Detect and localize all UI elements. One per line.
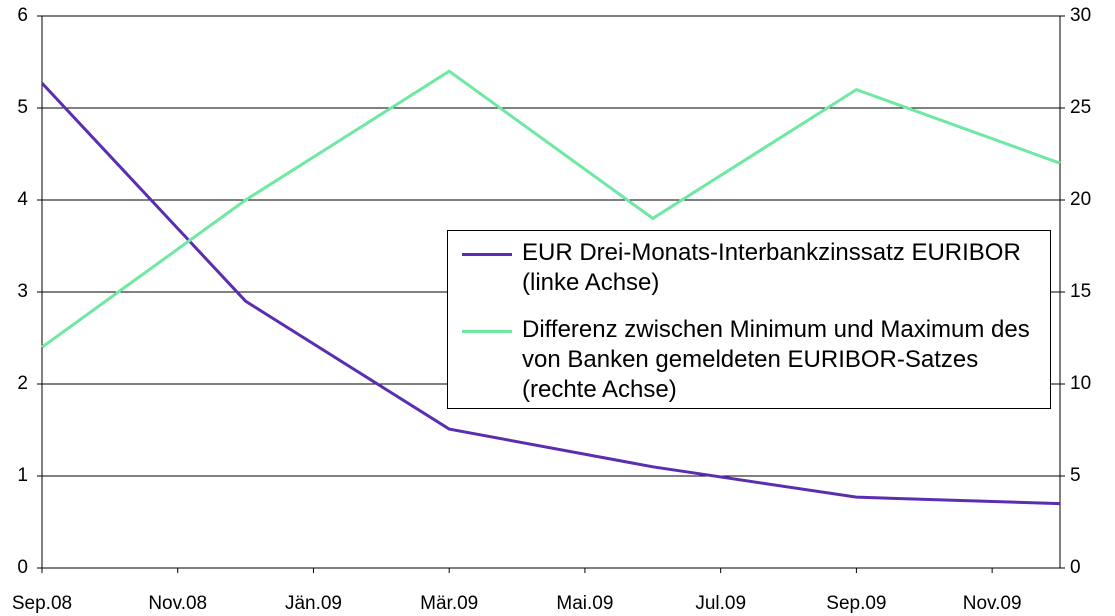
y2-tick-label: 20 bbox=[1070, 189, 1091, 210]
x-tick-label: Sep.09 bbox=[826, 593, 886, 614]
legend: EUR Drei-Monats-Interbankzinssatz EURIBO… bbox=[447, 230, 1051, 409]
y2-tick-label: 30 bbox=[1070, 5, 1091, 26]
legend-label: Differenz zwischen Minimum und Maximum d… bbox=[522, 316, 1030, 403]
series-line bbox=[41, 69, 1061, 349]
y2-tick-label: 10 bbox=[1070, 373, 1091, 394]
y2-tick-label: 15 bbox=[1070, 281, 1091, 302]
x-tick-label: Nov.09 bbox=[963, 593, 1022, 614]
y-tick-label: 2 bbox=[17, 373, 28, 394]
legend-entry: Differenz zwischen Minimum und Maximum d… bbox=[448, 315, 1050, 405]
y-tick-label: 5 bbox=[17, 97, 28, 118]
x-tick-label: Nov.08 bbox=[148, 593, 207, 614]
x-tick-label: Jul.09 bbox=[695, 593, 746, 614]
series-line bbox=[40, 82, 1061, 506]
plot-frame bbox=[41, 15, 1061, 569]
x-tick-label: Jän.09 bbox=[285, 593, 342, 614]
y2-tick-label: 0 bbox=[1070, 557, 1081, 578]
legend-label: EUR Drei-Monats-Interbankzinssatz EURIBO… bbox=[522, 239, 1021, 296]
legend-key bbox=[462, 253, 512, 256]
y2-tick-label: 25 bbox=[1070, 97, 1091, 118]
y-tick-label: 0 bbox=[17, 557, 28, 578]
legend-key bbox=[462, 330, 512, 333]
x-tick-label: Sep.08 bbox=[12, 593, 72, 614]
x-tick-label: Mär.09 bbox=[420, 593, 478, 614]
y-tick-label: 3 bbox=[17, 281, 28, 302]
x-tick-label: Mai.09 bbox=[556, 593, 613, 614]
y-tick-label: 4 bbox=[17, 189, 28, 210]
y-tick-label: 6 bbox=[17, 5, 28, 26]
y2-tick-label: 5 bbox=[1070, 465, 1081, 486]
legend-entry: EUR Drei-Monats-Interbankzinssatz EURIBO… bbox=[448, 238, 1050, 298]
y-tick-label: 1 bbox=[17, 465, 28, 486]
